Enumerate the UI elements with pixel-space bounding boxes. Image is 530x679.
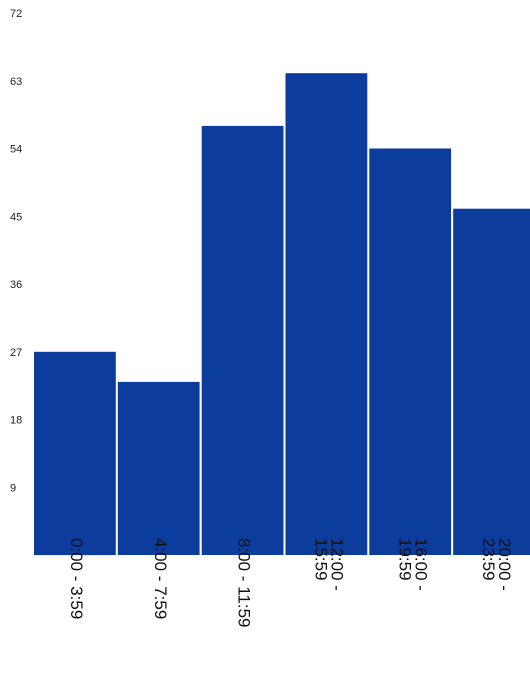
x-tick-label: 4:00 - 7:59 — [151, 538, 170, 619]
y-tick-label: 45 — [10, 211, 22, 223]
svg-text:16:00 -19:59: 16:00 -19:59 — [395, 538, 430, 591]
y-tick-label: 36 — [10, 279, 22, 291]
y-tick-label: 27 — [10, 347, 22, 359]
x-tick-label: 16:00 -19:59 — [395, 538, 430, 591]
y-tick-label: 18 — [10, 415, 22, 427]
x-tick-label: 8:00 - 11:59 — [235, 538, 254, 627]
x-tick-label: 0:00 - 3:59 — [67, 538, 86, 619]
x-tick-label: 20:00 -23:59 — [479, 538, 514, 591]
bar — [453, 209, 530, 555]
svg-text:0:00 - 3:59: 0:00 - 3:59 — [67, 538, 86, 619]
bars — [34, 73, 530, 555]
bar — [369, 149, 451, 556]
svg-text:12:00 -15:59: 12:00 -15:59 — [311, 538, 346, 591]
bar — [34, 352, 116, 555]
y-tick-label: 9 — [10, 482, 16, 494]
svg-text:4:00 - 7:59: 4:00 - 7:59 — [151, 538, 170, 619]
y-axis-ticks: 9 18 27 36 45 54 63 72 — [10, 8, 22, 494]
svg-text:8:00 - 11:59: 8:00 - 11:59 — [235, 538, 254, 627]
y-tick-label: 63 — [10, 76, 22, 88]
x-tick-label: 12:00 -15:59 — [311, 538, 346, 591]
bar — [118, 382, 200, 555]
y-tick-label: 54 — [10, 144, 22, 156]
bar — [202, 126, 284, 555]
y-tick-label: 72 — [10, 8, 22, 20]
svg-text:20:00 -23:59: 20:00 -23:59 — [479, 538, 514, 591]
bar — [286, 73, 368, 555]
